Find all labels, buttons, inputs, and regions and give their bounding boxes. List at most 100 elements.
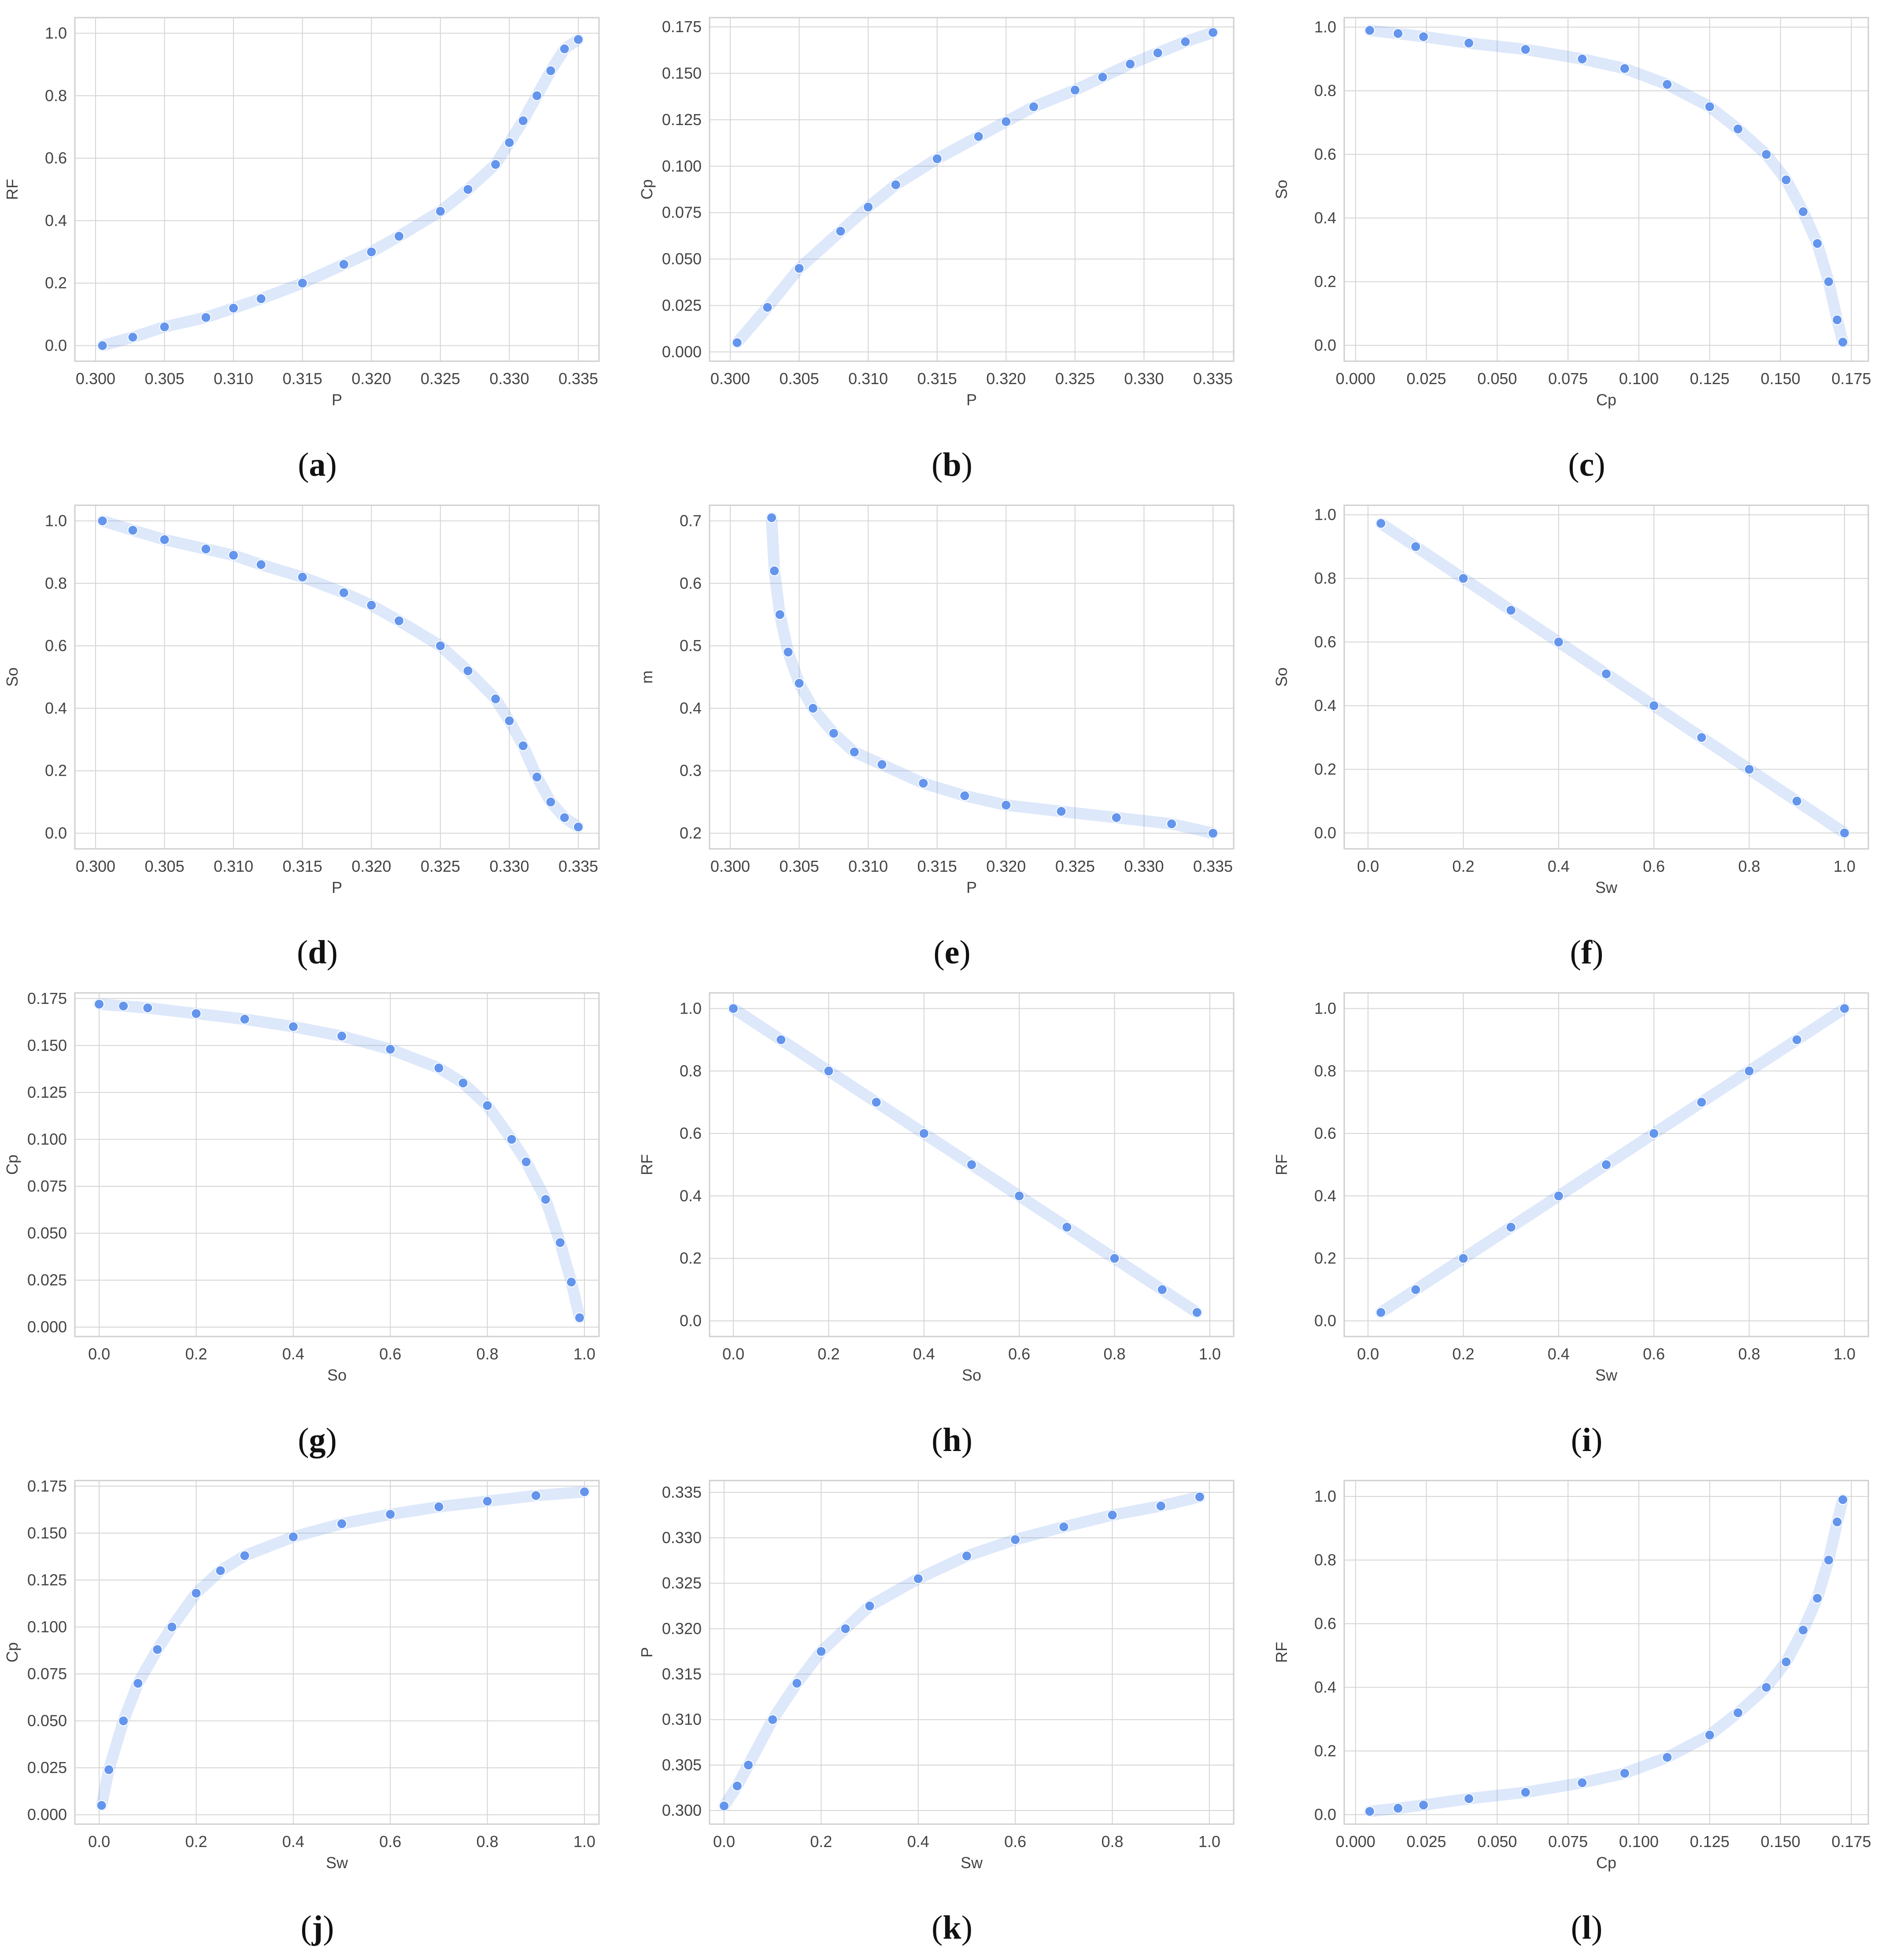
panel-letter: k xyxy=(943,1909,961,1946)
data-point xyxy=(504,715,515,726)
data-point xyxy=(1180,36,1191,47)
data-point xyxy=(545,796,556,807)
panel-letter: j xyxy=(311,1909,323,1946)
plot-frame xyxy=(74,504,600,850)
y-tick-label: 0.050 xyxy=(662,250,702,268)
x-tick-label: 0.050 xyxy=(1477,370,1517,388)
y-tick-label: 0.100 xyxy=(27,1618,67,1636)
y-tick-label: 0.0 xyxy=(1314,1312,1336,1330)
data-point xyxy=(559,43,570,54)
y-tick-label: 0.315 xyxy=(662,1665,702,1683)
data-point xyxy=(807,703,818,714)
y-tick-label: 1.0 xyxy=(1314,506,1336,524)
y-tick-label: 0.4 xyxy=(45,699,67,717)
data-point xyxy=(490,693,501,704)
plot-frame xyxy=(74,992,600,1337)
data-band xyxy=(93,998,585,1324)
data-point xyxy=(1791,796,1802,807)
data-point xyxy=(823,1066,834,1077)
x-tick-label: 0.175 xyxy=(1831,1833,1871,1851)
y-tick-label: 0.2 xyxy=(680,824,702,842)
data-point xyxy=(1364,25,1375,36)
data-band xyxy=(96,1486,590,1811)
x-tick-label: 0.8 xyxy=(1738,857,1760,875)
x-tick-label: 0.330 xyxy=(489,857,529,875)
y-tick-label: 0.0 xyxy=(45,824,67,842)
data-point xyxy=(1662,79,1673,90)
y-tick-label: 0.7 xyxy=(680,511,702,529)
data-band xyxy=(718,1491,1205,1812)
y-tick-label: 0.000 xyxy=(27,1318,67,1336)
x-tick-label: 0.325 xyxy=(1055,857,1095,875)
data-point xyxy=(1744,764,1755,775)
x-tick-label: 0.075 xyxy=(1548,1833,1588,1851)
data-point xyxy=(1812,1593,1823,1604)
y-tick-label: 0.0 xyxy=(680,1312,702,1330)
x-tick-label: 0.025 xyxy=(1406,370,1446,388)
data-band xyxy=(731,26,1219,348)
x-axis-label: Sw xyxy=(1595,1366,1618,1384)
y-tick-label: 0.175 xyxy=(27,1477,67,1495)
chart-panel-l: 0.000 0.025 0.050 0.075 0.100 0.125 0.150 0.175… xyxy=(1269,1463,1904,1951)
plot-frame xyxy=(1343,992,1869,1337)
data-point xyxy=(1744,1066,1755,1077)
x-tick-label: 1.0 xyxy=(1834,857,1856,875)
x-tick-label: 0.025 xyxy=(1406,1833,1446,1851)
y-tick-label: 0.8 xyxy=(1314,81,1336,100)
y-tick-label: 1.0 xyxy=(1314,999,1336,1017)
data-point xyxy=(490,159,501,170)
x-tick-label: 0.150 xyxy=(1761,1833,1800,1851)
chart-svg-b: 0.300 0.305 0.310 0.315 0.320 0.325 0.330 0.335… xyxy=(638,17,1235,409)
y-tick-label: 0.000 xyxy=(662,343,702,361)
data-point xyxy=(385,1509,396,1520)
y-axis-label: So xyxy=(3,667,21,687)
data-band xyxy=(1364,1494,1849,1818)
data-point xyxy=(545,65,556,76)
data-point xyxy=(200,544,211,555)
y-tick-label: 0.2 xyxy=(45,762,67,780)
x-tick-label: 0.6 xyxy=(1643,857,1665,875)
data-point xyxy=(1601,668,1612,679)
data-point xyxy=(518,115,529,126)
chart-panel-e: 0.300 0.305 0.310 0.315 0.320 0.325 0.330 0.335… xyxy=(635,488,1269,975)
panel-label: (i) xyxy=(1571,1422,1603,1459)
panel-label: (b) xyxy=(932,446,972,483)
y-tick-label: 0.6 xyxy=(1314,1124,1336,1142)
x-tick-label: 0.305 xyxy=(780,370,819,388)
data-point xyxy=(1761,149,1772,160)
data-point xyxy=(555,1237,566,1248)
panel-letter: b xyxy=(943,446,961,483)
x-tick-label: 0.315 xyxy=(917,857,957,875)
data-point xyxy=(1464,37,1475,48)
chart-svg-d: 0.300 0.305 0.310 0.315 0.320 0.325 0.330 0.335… xyxy=(3,504,600,896)
x-tick-label: 1.0 xyxy=(1834,1345,1856,1363)
data-point xyxy=(1505,605,1516,616)
y-tick-label: 0.075 xyxy=(662,204,702,222)
data-point xyxy=(1056,806,1067,817)
y-tick-label: 0.8 xyxy=(45,86,67,104)
chart-svg-l: 0.000 0.025 0.050 0.075 0.100 0.125 0.150 0.175… xyxy=(1272,1480,1871,1872)
data-point xyxy=(840,1623,851,1634)
y-axis-label: RF xyxy=(1272,1642,1290,1663)
x-tick-label: 0.330 xyxy=(489,370,529,388)
data-point xyxy=(1410,1284,1421,1295)
y-tick-label: 0.0 xyxy=(1314,336,1336,354)
y-tick-label: 0.150 xyxy=(662,64,702,82)
data-point xyxy=(1704,101,1715,112)
x-tick-label: 0.4 xyxy=(1548,857,1570,875)
chart-svg-g: 0.0 0.2 0.4 0.6 0.8 1.0 0.000 0.025 0.050 0.075 0.… xyxy=(3,989,600,1384)
data-point xyxy=(433,1501,444,1512)
data-point xyxy=(918,778,929,789)
data-point xyxy=(1208,27,1219,38)
data-point xyxy=(1155,1500,1166,1511)
data-point xyxy=(1058,1522,1069,1533)
data-point xyxy=(1410,541,1421,552)
data-point xyxy=(743,1759,754,1770)
data-band xyxy=(96,515,584,833)
data-point xyxy=(1823,1555,1834,1566)
chart-svg-k: 0.0 0.2 0.4 0.6 0.8 1.0 0.300 0.305 0.310 0.315 0.… xyxy=(638,1480,1235,1872)
data-point xyxy=(1001,116,1012,127)
x-tick-label: 1.0 xyxy=(1199,1345,1221,1363)
data-band xyxy=(1375,518,1850,839)
chart-panel-j: 0.0 0.2 0.4 0.6 0.8 1.0 0.000 0.025 0.050 0.075 0.… xyxy=(0,1463,635,1951)
